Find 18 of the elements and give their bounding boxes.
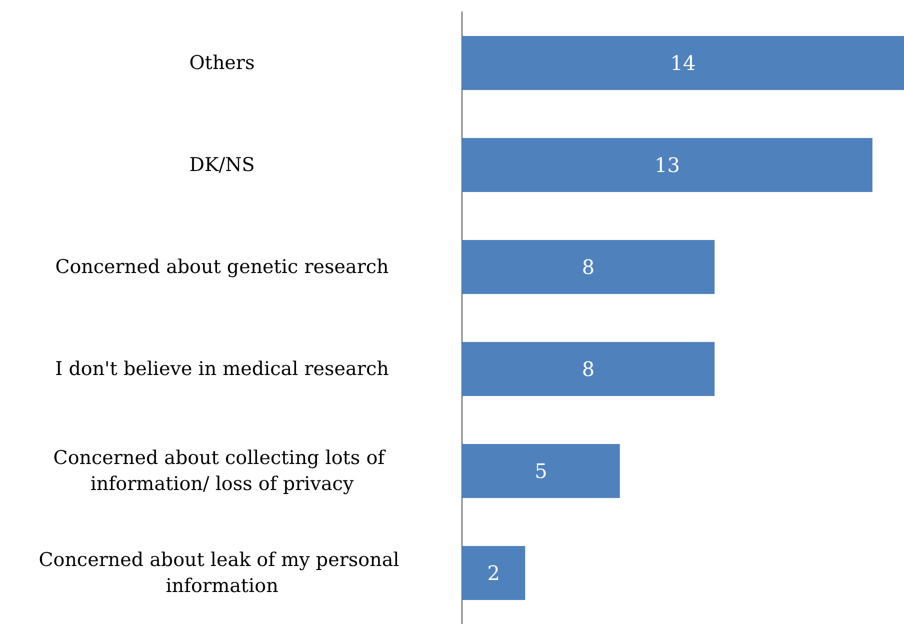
bar (462, 240, 715, 294)
bar (462, 546, 526, 600)
data-label: 2 (487, 561, 500, 585)
data-label: 8 (582, 255, 595, 279)
data-label: 14 (670, 51, 696, 75)
y-tick-label: Concerned about collecting lots of information/ loss of privacy (53, 447, 391, 495)
y-tick-label: Others (189, 52, 255, 74)
data-label: 5 (534, 459, 548, 483)
y-tick-label: I don't believe in medical research (55, 358, 389, 380)
y-tick-label: Concerned about genetic research (55, 256, 389, 278)
bar (462, 342, 715, 396)
bar (462, 444, 620, 498)
data-label: 13 (654, 153, 680, 177)
bar (462, 36, 904, 90)
y-tick-label: DK/NS (189, 154, 255, 176)
y-tick-label: Concerned about leak of my personal information (38, 549, 406, 597)
data-label: 8 (582, 357, 595, 381)
bar (462, 138, 872, 192)
